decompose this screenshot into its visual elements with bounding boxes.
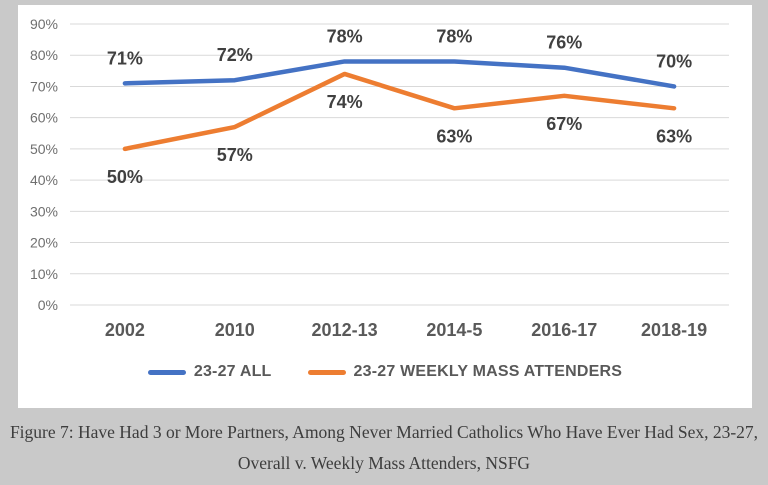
data-label-23-27-weekly-mass-attenders: 50% bbox=[107, 167, 143, 187]
data-label-23-27-weekly-mass-attenders: 63% bbox=[436, 126, 472, 146]
legend-label: 23-27 WEEKLY MASS ATTENDERS bbox=[353, 363, 623, 380]
data-label-23-27-weekly-mass-attenders: 67% bbox=[546, 114, 582, 134]
x-axis-category-label: 2018-19 bbox=[641, 320, 707, 340]
x-axis-category-label: 2010 bbox=[215, 320, 255, 340]
y-axis-tick-label: 20% bbox=[30, 235, 58, 251]
line-series-23-27-weekly-mass-attenders bbox=[122, 71, 677, 152]
data-label-23-27-all: 72% bbox=[217, 45, 253, 65]
data-label-23-27-all: 70% bbox=[656, 51, 692, 71]
legend-swatch-icon bbox=[307, 369, 346, 375]
data-label-23-27-all: 78% bbox=[327, 26, 363, 46]
legend-item-23-27-weekly-mass-attenders: 23-27 WEEKLY MASS ATTENDERS bbox=[307, 363, 623, 381]
y-axis-tick-label: 30% bbox=[30, 203, 58, 219]
x-axis-category-label: 2016-17 bbox=[531, 320, 597, 340]
x-axis-category-label: 2002 bbox=[105, 320, 145, 340]
figure-caption-line-1: Figure 7: Have Had 3 or More Partners, A… bbox=[9, 422, 759, 442]
y-axis-tick-label: 50% bbox=[30, 141, 58, 157]
x-axis-category-label: 2012-13 bbox=[312, 320, 378, 340]
legend-swatch-icon bbox=[147, 369, 186, 375]
data-label-23-27-all: 78% bbox=[436, 26, 472, 46]
data-label-23-27-all: 76% bbox=[546, 33, 582, 53]
chart-legend: 23-27 ALL 23-27 WEEKLY MASS ATTENDERS bbox=[18, 363, 752, 381]
legend-label: 23-27 ALL bbox=[193, 363, 272, 380]
data-label-23-27-weekly-mass-attenders: 57% bbox=[217, 145, 253, 165]
y-axis-tick-label: 80% bbox=[30, 47, 58, 63]
figure-caption-line-2: Overall v. Weekly Mass Attenders, NSFG bbox=[237, 453, 531, 473]
data-label-23-27-all: 71% bbox=[107, 48, 143, 68]
chart-card: 0% 10% 20% 30% 40% 50% 60% 70% 80% 90% 2002 2010 201… bbox=[18, 5, 752, 408]
line-series-23-27-all bbox=[122, 59, 677, 89]
figure-caption: Figure 7: Have Had 3 or More Partners, A… bbox=[0, 417, 768, 479]
y-axis-tick-label: 90% bbox=[30, 16, 58, 32]
x-axis-category-label: 2014-5 bbox=[426, 320, 482, 340]
legend-item-23-27-all: 23-27 ALL bbox=[147, 363, 272, 381]
data-label-23-27-weekly-mass-attenders: 63% bbox=[656, 126, 692, 146]
line-chart: 0% 10% 20% 30% 40% 50% 60% 70% 80% 90% 2002 2010 201… bbox=[30, 16, 729, 340]
y-axis-tick-label: 10% bbox=[30, 266, 58, 282]
y-axis-tick-label: 70% bbox=[30, 78, 58, 94]
y-axis-tick-label: 60% bbox=[30, 110, 58, 126]
data-label-23-27-weekly-mass-attenders: 74% bbox=[327, 92, 363, 112]
y-axis-tick-label: 0% bbox=[38, 297, 58, 313]
y-axis-tick-label: 40% bbox=[30, 172, 58, 188]
